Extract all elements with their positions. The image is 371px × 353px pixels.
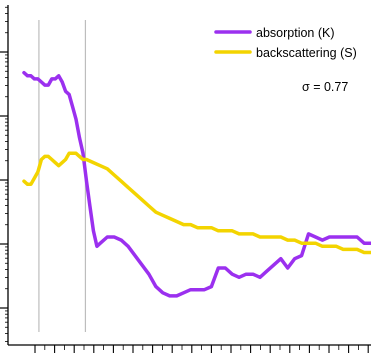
series-line-absorption (22, 70, 371, 298)
legend-label-absorption: absorption (K) (256, 26, 335, 40)
legend: absorption (K) backscattering (S) (214, 26, 357, 60)
reference-lines (38, 20, 87, 332)
series-lines (22, 70, 371, 298)
series-line-backscattering (22, 151, 371, 255)
legend-label-backscattering: backscattering (S) (256, 46, 357, 60)
sigma-annotation: σ = 0.77 (302, 80, 348, 94)
